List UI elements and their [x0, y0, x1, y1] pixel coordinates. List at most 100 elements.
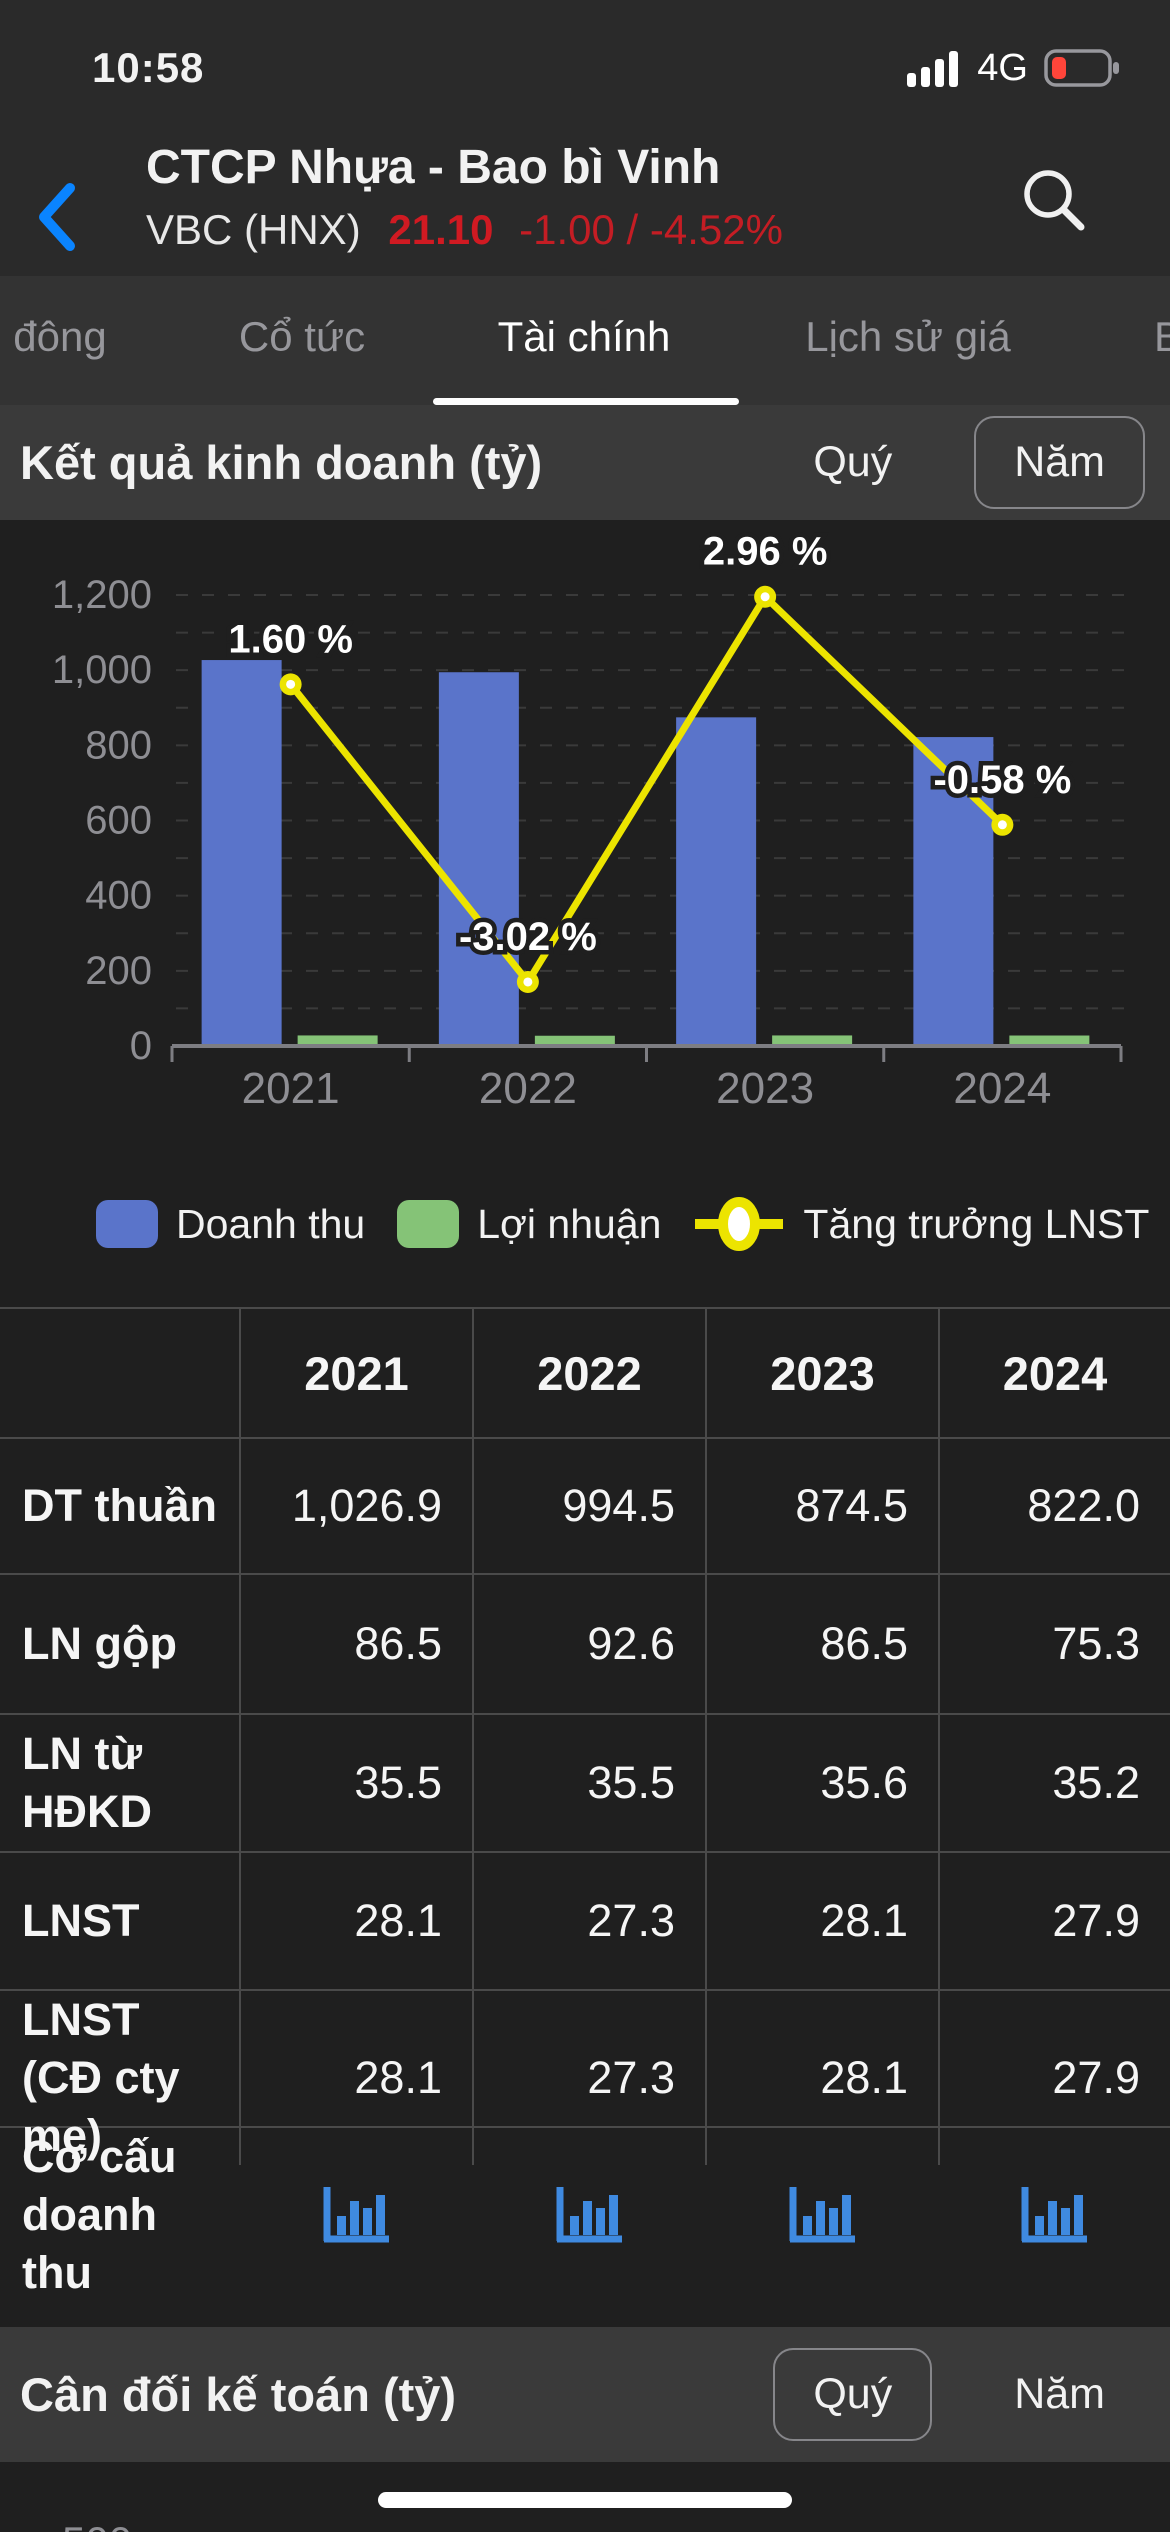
- growth-line: [287, 591, 1005, 989]
- x-axis-label: 2023: [716, 1064, 814, 1113]
- value-cell: 822.0: [938, 1439, 1170, 1573]
- tab-2[interactable]: Cổ tức: [238, 313, 366, 360]
- tab-3[interactable]: Tài chính: [497, 313, 671, 360]
- financial-table: 2021 2022 2023 2024 DT thuần 1,026.9 994.5 874.…: [0, 1307, 1170, 2298]
- legend-swatch: [96, 1200, 158, 1248]
- legend-label: Doanh thu: [176, 1200, 366, 1247]
- legend-line-marker-icon: [695, 1197, 784, 1251]
- bar-chart-icon[interactable]: [1019, 2187, 1089, 2243]
- battery-icon: [1044, 49, 1119, 87]
- value-cell: 75.3: [938, 1575, 1170, 1713]
- row-label: LNST: [22, 1895, 140, 1946]
- value-cell: 86.5: [705, 1575, 938, 1713]
- balance-period-toggle: Quý Năm: [773, 2348, 1145, 2441]
- revenue-bar: [438, 672, 519, 1046]
- legend-swatch: [397, 1200, 460, 1248]
- row-label: DT thuần: [22, 1480, 217, 1531]
- x-axis-label: 2021: [242, 1064, 340, 1113]
- row-label: Cơ cấu doanh thu: [22, 2131, 177, 2298]
- y-axis-label: 0: [130, 1024, 152, 1068]
- income-chart-svg: 0 200 400 600 800 1,000 1,200 2021 2022 2023 2024 1…: [52, 525, 1134, 1113]
- tab-bar: đông Cổ tức Tài chính Lịch sử giá B: [0, 276, 1170, 405]
- cellular-signal-icon: [907, 51, 959, 87]
- revenue-structure-cell: [472, 2128, 705, 2302]
- balance-year-button[interactable]: Năm: [1014, 2370, 1105, 2418]
- value-cell: 28.1: [705, 1853, 938, 1989]
- table-row: LN gộp 86.5 92.6 86.5 75.3: [0, 1573, 1170, 1713]
- top-chrome: 10:58 4G CTCP Nh: [0, 0, 1170, 276]
- table-row: LNST 28.1 27.3 28.1 27.9: [0, 1851, 1170, 1989]
- table-year-header: 2024: [938, 1309, 1170, 1437]
- next-chart-axis-label: 500: [62, 2518, 132, 2532]
- profit-bar: [1009, 1035, 1090, 1046]
- table-corner-cell: [0, 1309, 239, 1437]
- bar-chart-icon[interactable]: [554, 2187, 624, 2243]
- home-indicator[interactable]: [378, 2492, 792, 2508]
- table-year-header: 2022: [472, 1309, 705, 1437]
- income-section-header: Kết quả kinh doanh (tỷ) Quý Năm: [0, 405, 1170, 520]
- revenue-bar: [201, 660, 282, 1046]
- table-row: LNST (CĐ cty mẹ) 28.1 27.3 28.1 27.9: [0, 1989, 1170, 2165]
- value-cell: 27.3: [472, 1991, 705, 2165]
- battery-level-fill: [1052, 57, 1066, 79]
- bar-chart-icon[interactable]: [787, 2187, 857, 2243]
- profit-bar: [534, 1035, 615, 1046]
- income-year-button[interactable]: Năm: [974, 416, 1145, 509]
- profit-bar: [297, 1035, 378, 1046]
- value-cell: 35.5: [472, 1715, 705, 1851]
- income-quarter-button[interactable]: Quý: [813, 438, 893, 486]
- y-axis-label: 600: [85, 799, 152, 843]
- value-cell: 35.2: [938, 1715, 1170, 1851]
- growth-point-label: 1.60 %: [228, 617, 353, 661]
- network-type-label: 4G: [977, 46, 1028, 89]
- revenue-structure-cell: [938, 2128, 1170, 2302]
- growth-point-label: 2.96 %: [703, 530, 828, 574]
- status-bar: 10:58 4G: [0, 36, 1170, 100]
- value-cell: 35.6: [705, 1715, 938, 1851]
- legend-item-3: Tăng trưởng LNST: [693, 1196, 1149, 1252]
- row-label: LN từ HĐKD: [22, 1728, 152, 1837]
- balance-section-header: Cân đối kế toán (tỷ) Quý Năm: [0, 2327, 1170, 2462]
- revenue-bar: [676, 717, 757, 1046]
- revenue-bar: [913, 737, 994, 1046]
- value-cell: 874.5: [705, 1439, 938, 1573]
- value-cell: 27.3: [472, 1853, 705, 1989]
- search-icon[interactable]: [1018, 164, 1090, 236]
- row-label: LNST (CĐ cty mẹ): [22, 1994, 180, 2161]
- table-row: LN từ HĐKD 35.5 35.5 35.6 35.2: [0, 1713, 1170, 1851]
- stock-title-block: CTCP Nhựa - Bao bì Vinh VBC (HNX) 21.10 …: [146, 140, 986, 254]
- value-cell: 28.1: [239, 1853, 472, 1989]
- legend-label: Tăng trưởng LNST: [803, 1200, 1150, 1247]
- table-row: DT thuần 1,026.9 994.5 874.5 822.0: [0, 1437, 1170, 1573]
- y-axis-label: 400: [85, 874, 152, 918]
- tab-1[interactable]: đông: [13, 313, 107, 360]
- growth-point-label: -0.58 %: [933, 758, 1071, 802]
- value-cell: 27.9: [938, 1991, 1170, 2165]
- income-section-title: Kết quả kinh doanh (tỷ): [20, 436, 543, 489]
- revenue-structure-cell: [705, 2128, 938, 2302]
- income-period-toggle: Quý Năm: [773, 416, 1145, 509]
- price-change: -1.00 / -4.52%: [519, 206, 783, 253]
- ticker-price-row: VBC (HNX) 21.10 -1.00 / -4.52%: [146, 206, 986, 254]
- income-chart: 0 200 400 600 800 1,000 1,200 2021 2022 2023 2024 1…: [0, 520, 1170, 1180]
- value-cell: 28.1: [239, 1991, 472, 2165]
- value-cell: 35.5: [239, 1715, 472, 1851]
- status-icons: 4G: [907, 36, 1122, 100]
- growth-point-label: -3.02 %: [459, 915, 597, 959]
- y-axis-label: 1,000: [52, 648, 152, 692]
- balance-section-title: Cân đối kế toán (tỷ): [20, 2368, 457, 2421]
- y-axis-label: 200: [85, 949, 152, 993]
- value-cell: 28.1: [705, 1991, 938, 2165]
- bar-chart-icon[interactable]: [321, 2187, 391, 2243]
- back-button[interactable]: [34, 182, 78, 252]
- balance-quarter-button[interactable]: Quý: [773, 2348, 933, 2441]
- last-price: 21.10: [388, 206, 494, 253]
- tab-4[interactable]: Lịch sử giá: [805, 313, 1011, 360]
- tab-5[interactable]: B: [1153, 313, 1170, 360]
- y-axis-label: 800: [85, 723, 152, 767]
- value-cell: 1,026.9: [239, 1439, 472, 1573]
- ticker-label: VBC (HNX): [146, 206, 361, 253]
- chart-legend: Doanh thu Lợi nhuận Tăng trưởng LNST: [0, 1192, 1170, 1256]
- x-axis-label: 2024: [953, 1064, 1051, 1113]
